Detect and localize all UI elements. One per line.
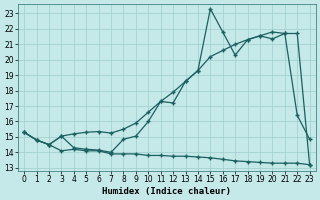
X-axis label: Humidex (Indice chaleur): Humidex (Indice chaleur) [102, 187, 231, 196]
